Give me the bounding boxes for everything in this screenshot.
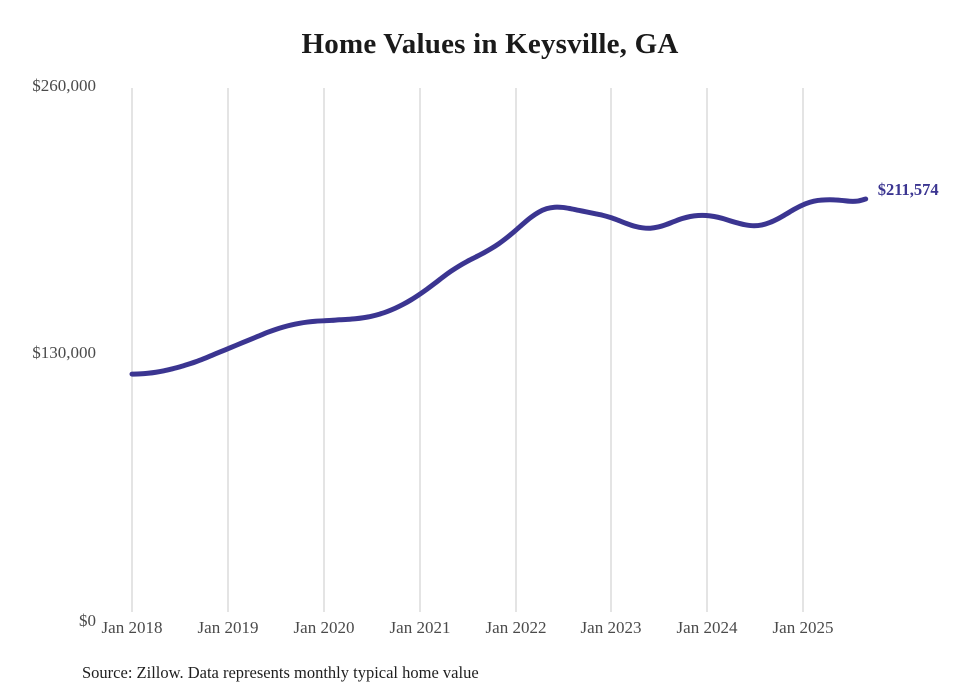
source-note: Source: Zillow. Data represents monthly … <box>82 663 479 682</box>
x-tick-label-jan-2021: Jan 2021 <box>389 618 451 637</box>
x-tick-label-jan-2023: Jan 2023 <box>580 618 642 637</box>
x-tick-label-jan-2019: Jan 2019 <box>197 618 259 637</box>
end-value-annotation: $211,574 <box>877 179 939 199</box>
data-line-typical-home-value <box>129 196 869 377</box>
x-tick-label-jan-2022: Jan 2022 <box>485 618 547 637</box>
x-tick-label-jan-2020: Jan 2020 <box>293 618 355 637</box>
x-tick-label-jan-2018: Jan 2018 <box>101 618 163 637</box>
y-tick-label-0: $0 <box>79 611 96 630</box>
gridlines <box>131 88 804 612</box>
x-tick-label-jan-2025: Jan 2025 <box>772 618 834 637</box>
y-tick-label-130000: $130,000 <box>32 343 96 362</box>
y-axis: $260,000 $130,000 $0 <box>0 0 96 699</box>
chart-title: Home Values in Keysville, GA <box>301 28 679 60</box>
x-tick-label-jan-2024: Jan 2024 <box>676 618 738 637</box>
y-tick-label-260000: $260,000 <box>32 76 96 95</box>
